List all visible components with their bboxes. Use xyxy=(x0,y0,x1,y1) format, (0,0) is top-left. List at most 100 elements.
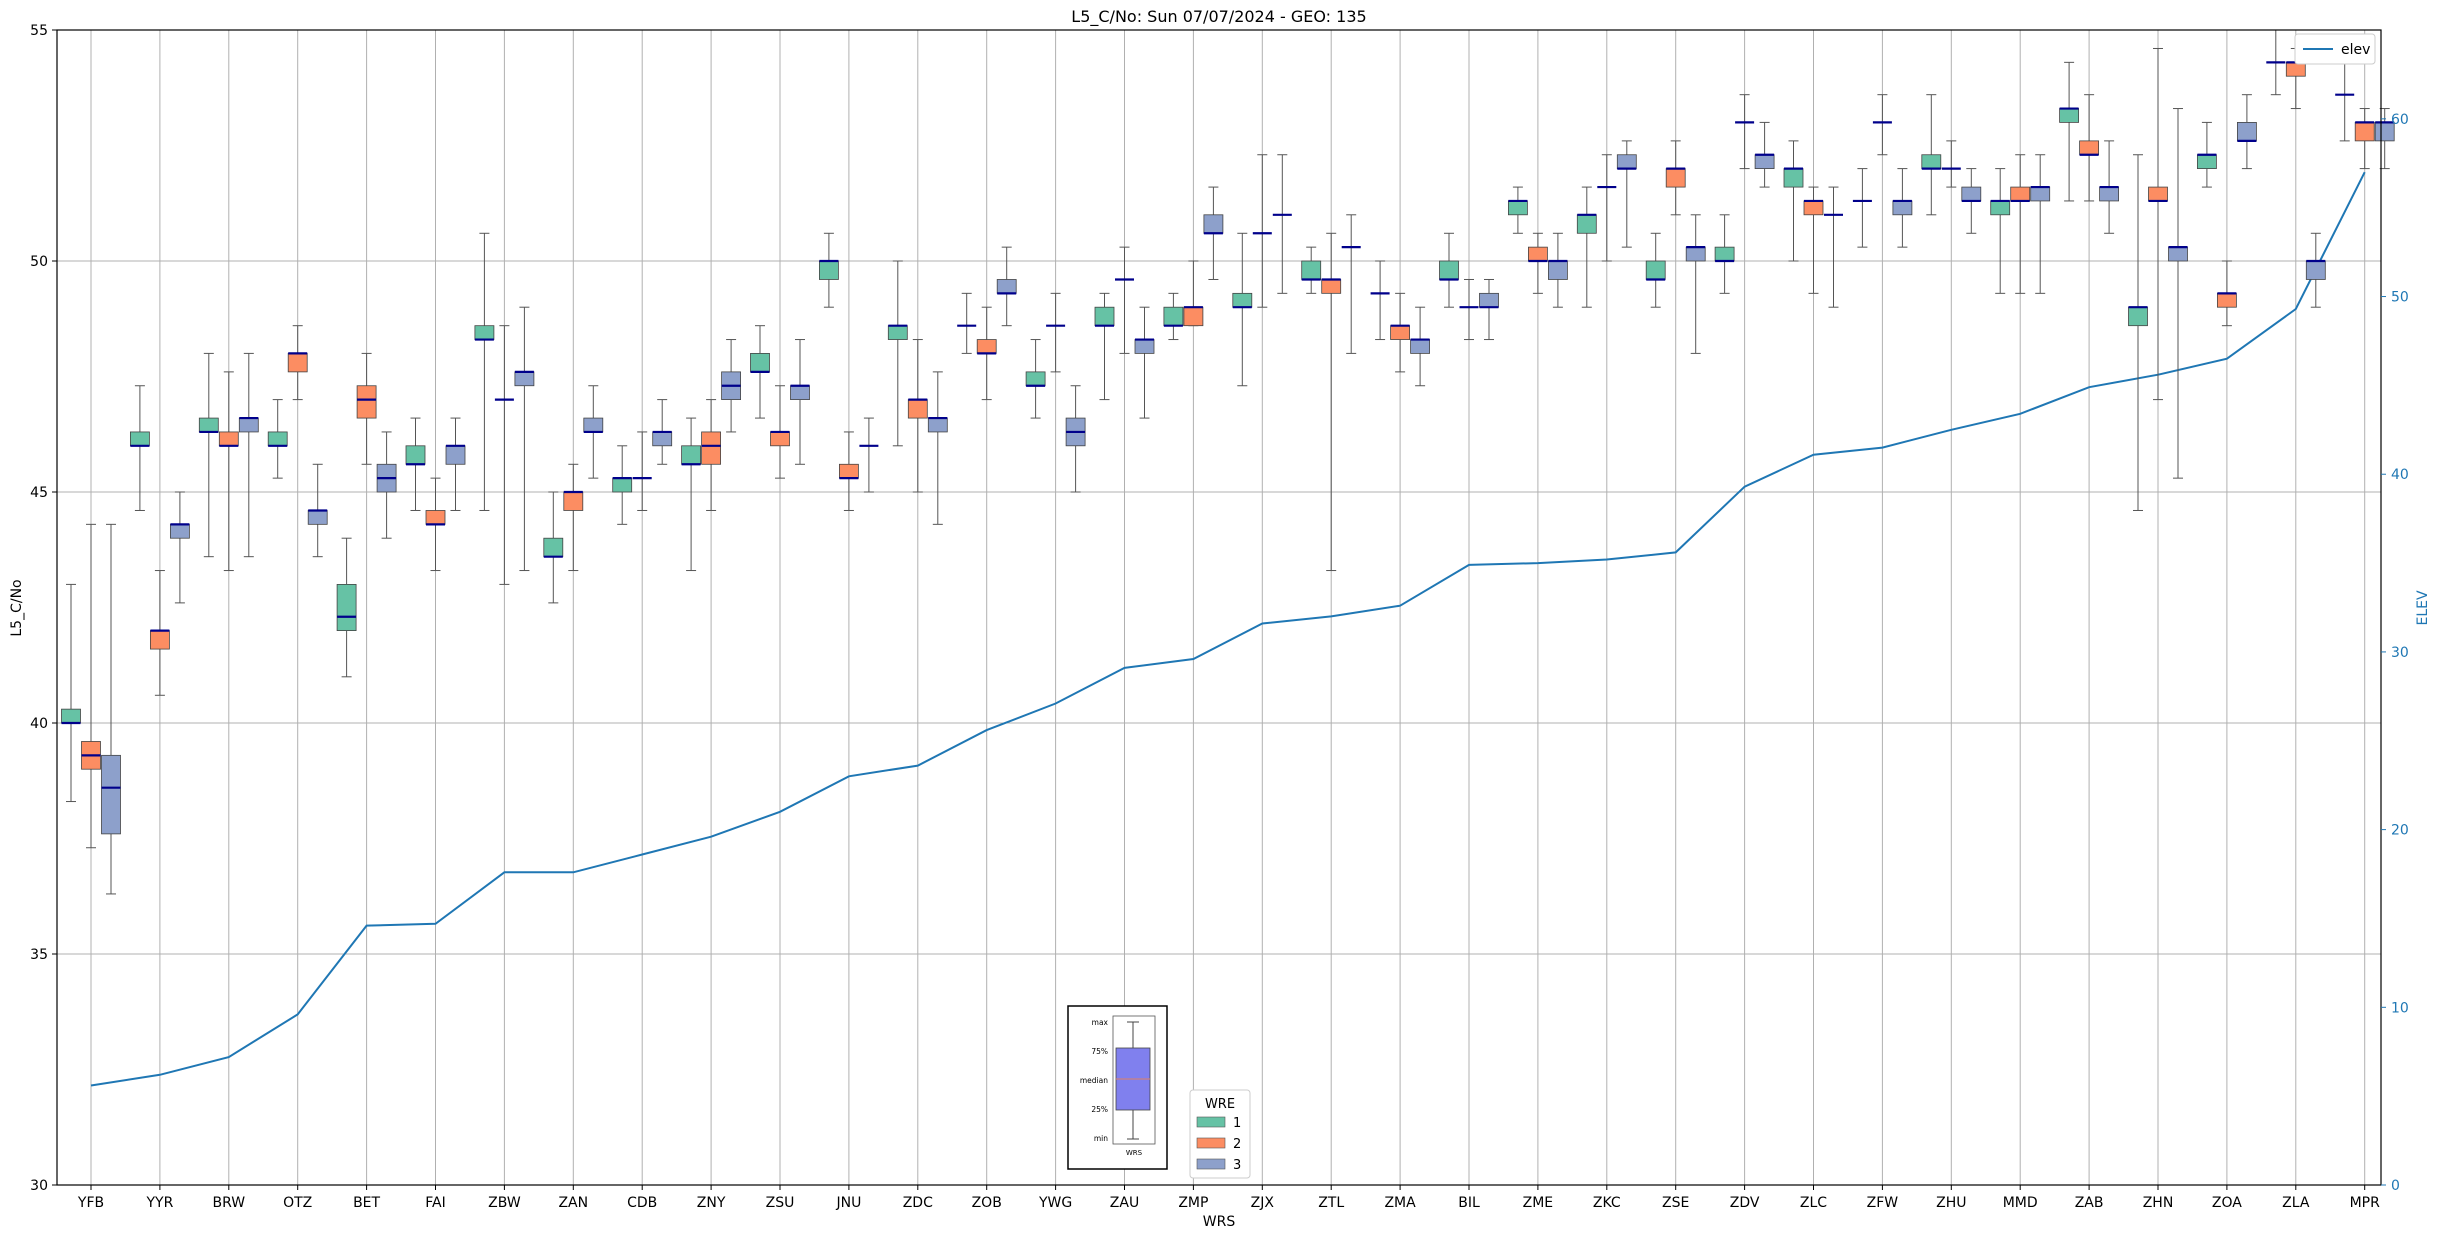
box-iqr xyxy=(267,431,288,447)
box-iqr xyxy=(1961,186,1982,202)
box-iqr xyxy=(1548,260,1568,280)
box-iqr xyxy=(750,352,770,373)
box-zma-wre2 xyxy=(1390,292,1410,373)
box-ywg-wre2 xyxy=(1046,292,1066,373)
box-iqr xyxy=(2030,186,2051,202)
y-tick-label: 35 xyxy=(30,947,48,963)
wre-legend-title: WRE xyxy=(1205,1097,1235,1112)
x-tick-label: ZMA xyxy=(1384,1195,1416,1211)
x-tick-label: ZTL xyxy=(1318,1195,1344,1211)
box-zkc-wre3 xyxy=(1616,140,1637,248)
box-zfw-wre2 xyxy=(1872,94,1892,156)
grid xyxy=(57,29,2381,1186)
box-iqr xyxy=(405,445,426,465)
box-zbw-wre1 xyxy=(474,232,495,511)
box-ywg-wre3 xyxy=(1065,385,1086,493)
box-iqr xyxy=(583,417,604,433)
box-zme-wre3 xyxy=(1548,232,1568,308)
y-tick-label: 55 xyxy=(30,23,48,39)
x-tick-label: ZKC xyxy=(1593,1195,1621,1211)
box-zhn-wre2 xyxy=(2148,47,2168,401)
box-zfw-wre3 xyxy=(1892,168,1913,248)
box-zny-wre2 xyxy=(701,399,721,511)
box-iqr xyxy=(1094,306,1115,327)
box-bil-wre3 xyxy=(1479,278,1499,341)
box-iqr xyxy=(2128,306,2148,327)
box-iqr xyxy=(2305,260,2326,280)
x-tick-label: ZAU xyxy=(1110,1195,1139,1211)
box-otz-wre3 xyxy=(307,463,328,558)
box-otz-wre2 xyxy=(287,325,308,401)
x-tick-label: BRW xyxy=(212,1195,245,1211)
x-tick-label: YFB xyxy=(77,1195,104,1211)
x-tick-label: BIL xyxy=(1458,1195,1480,1211)
box-iqr xyxy=(514,371,535,387)
chart-title: L5_C/No: Sun 07/07/2024 - GEO: 135 xyxy=(1071,7,1366,27)
box-iqr xyxy=(1645,260,1666,280)
box-zfw-wre1 xyxy=(1852,168,1872,248)
box-fai-wre3 xyxy=(445,417,466,511)
wre-legend-swatch-2 xyxy=(1196,1137,1226,1149)
y-axis: 30 35 40 45 50 55 xyxy=(30,23,57,1194)
box-zhn-wre1 xyxy=(2128,154,2148,511)
box-iqr xyxy=(652,431,673,447)
box-iqr xyxy=(1783,168,1804,188)
box-zmp-wre2 xyxy=(1183,260,1204,327)
box-zbw-wre2 xyxy=(494,325,514,585)
box-iqr xyxy=(2079,140,2100,156)
box-iqr xyxy=(198,417,219,433)
box-brw-wre3 xyxy=(238,352,259,558)
box-iqr xyxy=(1321,279,1342,294)
y-tick-label: 45 xyxy=(30,485,48,501)
box-zlc-wre2 xyxy=(1803,186,1824,294)
x-tick-label: ZSU xyxy=(766,1195,795,1211)
box-zma-wre3 xyxy=(1410,306,1430,387)
box-zdv-wre1 xyxy=(1714,214,1735,294)
x-tick-label: ZLC xyxy=(1800,1195,1827,1211)
box-jnu-wre2 xyxy=(839,431,859,511)
box-iqr xyxy=(1134,339,1155,354)
box-jnu-wre1 xyxy=(819,232,839,308)
elev-line xyxy=(90,171,2366,1087)
y2-axis-label: ELEV xyxy=(2415,590,2431,625)
box-iqr xyxy=(1990,200,2011,216)
box-zoa-wre1 xyxy=(2196,121,2217,188)
box-mmd-wre3 xyxy=(2030,154,2051,294)
box-iqr xyxy=(2148,186,2168,202)
box-iqr xyxy=(887,325,908,340)
box-iqr xyxy=(1754,154,1775,170)
y2-tick-label: 60 xyxy=(2391,112,2409,128)
box-iqr xyxy=(819,260,839,280)
x-tick-label: ZBW xyxy=(488,1195,521,1211)
box-zlc-wre1 xyxy=(1783,140,1804,262)
box-yyr-wre3 xyxy=(169,491,190,604)
x-tick-label: ZJX xyxy=(1251,1195,1275,1211)
y2-tick-label: 50 xyxy=(2391,290,2409,306)
box-zab-wre1 xyxy=(2059,61,2080,202)
elev-line-layer xyxy=(90,171,2366,1087)
box-mpr-wre1 xyxy=(2335,61,2355,142)
box-zla-wre1 xyxy=(2266,29,2286,96)
box-zhn-wre3 xyxy=(2168,108,2188,479)
box-zmp-wre3 xyxy=(1203,186,1224,280)
y-axis-label: L5_C/No xyxy=(9,579,25,636)
box-zmp-wre1 xyxy=(1163,292,1184,341)
box-zse-wre3 xyxy=(1685,214,1706,354)
x-tick-label: ZSE xyxy=(1662,1195,1689,1211)
wre-legend-label-2: 2 xyxy=(1233,1137,1241,1152)
boxplot-key-median-label: median xyxy=(1080,1076,1108,1085)
boxplot-key-q1-label: 25% xyxy=(1091,1105,1108,1114)
box-iqr xyxy=(287,352,308,373)
box-zdc-wre2 xyxy=(907,339,928,493)
box-zau-wre3 xyxy=(1134,306,1155,419)
box-iqr xyxy=(770,431,790,447)
box-zhu-wre3 xyxy=(1961,168,1982,234)
elev-legend-label: elev xyxy=(2341,42,2370,58)
box-zhu-wre2 xyxy=(1941,140,1961,188)
box-iqr xyxy=(1410,339,1430,354)
box-zjx-wre2 xyxy=(1252,154,1272,308)
box-iqr xyxy=(1183,306,1204,327)
box-iqr xyxy=(336,584,357,632)
box-zse-wre1 xyxy=(1645,232,1666,308)
box-iqr xyxy=(2354,122,2375,142)
